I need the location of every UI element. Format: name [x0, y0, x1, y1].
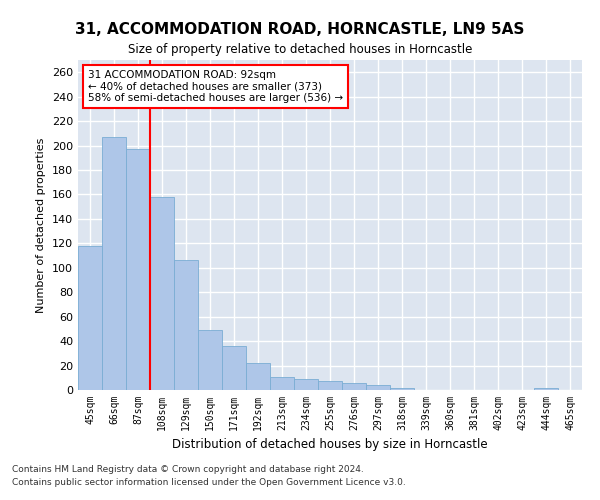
Bar	[390, 388, 414, 390]
Bar	[102, 137, 126, 390]
Bar	[366, 385, 390, 390]
Bar	[534, 388, 558, 390]
Bar	[294, 379, 318, 390]
Text: Contains public sector information licensed under the Open Government Licence v3: Contains public sector information licen…	[12, 478, 406, 487]
Y-axis label: Number of detached properties: Number of detached properties	[37, 138, 46, 312]
Bar	[78, 246, 102, 390]
Bar	[150, 197, 174, 390]
Bar	[198, 330, 222, 390]
Bar	[174, 260, 198, 390]
Bar	[342, 382, 366, 390]
Bar	[318, 382, 342, 390]
X-axis label: Distribution of detached houses by size in Horncastle: Distribution of detached houses by size …	[172, 438, 488, 452]
Bar	[126, 149, 150, 390]
Text: 31, ACCOMMODATION ROAD, HORNCASTLE, LN9 5AS: 31, ACCOMMODATION ROAD, HORNCASTLE, LN9 …	[76, 22, 524, 38]
Bar	[270, 376, 294, 390]
Text: Contains HM Land Registry data © Crown copyright and database right 2024.: Contains HM Land Registry data © Crown c…	[12, 466, 364, 474]
Text: Size of property relative to detached houses in Horncastle: Size of property relative to detached ho…	[128, 42, 472, 56]
Text: 31 ACCOMMODATION ROAD: 92sqm
← 40% of detached houses are smaller (373)
58% of s: 31 ACCOMMODATION ROAD: 92sqm ← 40% of de…	[88, 70, 343, 103]
Bar	[222, 346, 246, 390]
Bar	[246, 363, 270, 390]
